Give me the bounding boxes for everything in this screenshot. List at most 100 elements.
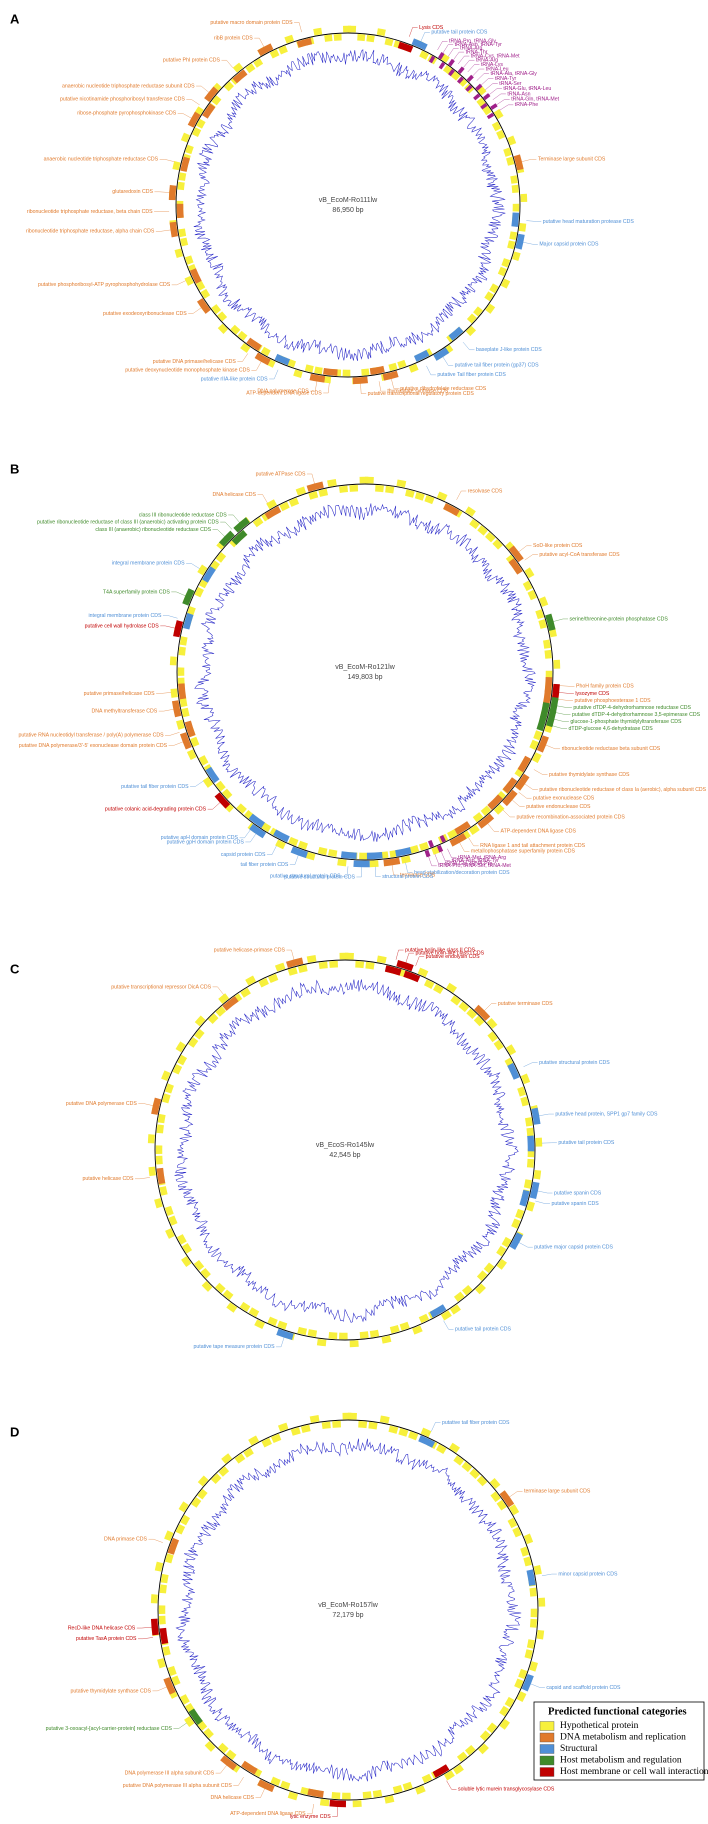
gene-hypothetical [493, 1493, 498, 1500]
gene-hypothetical [413, 1328, 421, 1331]
gene-label: putative endonuclease CDS [526, 804, 591, 810]
gene-label: DNA polymerase CDS [257, 389, 309, 395]
gene-hypothetical [203, 291, 207, 297]
gene-hypothetical [538, 610, 541, 618]
gene-hypothetical [200, 566, 205, 573]
gene-hypothetical [422, 1431, 430, 1435]
legend-label: Host metabolism and regulation [560, 1756, 682, 1766]
gene-hypothetical [183, 637, 184, 645]
gene-hypothetical [218, 783, 223, 790]
gene-hypothetical [168, 1230, 172, 1238]
gene-hypothetical [530, 1159, 531, 1167]
gene-label: putative primase/helicase CDS [84, 691, 155, 697]
gene-hypothetical [260, 981, 268, 985]
gene-hypothetical [179, 720, 181, 728]
gene-hypothetical [518, 1210, 521, 1218]
gene [287, 961, 303, 965]
gene [469, 77, 472, 80]
gene [341, 854, 356, 855]
gene-hypothetical [214, 97, 219, 103]
gene-hypothetical [467, 509, 474, 514]
legend-swatch [540, 1722, 554, 1731]
gene-hypothetical [319, 965, 327, 966]
gene-label: integral membrane protein CDS [88, 613, 161, 619]
gene-label: Major capsid protein CDS [539, 242, 599, 248]
gene-hypothetical [537, 1566, 539, 1575]
gene [160, 1168, 162, 1183]
gene-hypothetical [203, 1270, 209, 1276]
gene-hypothetical [535, 754, 539, 762]
gene-hypothetical [499, 1261, 504, 1268]
gene [450, 72, 453, 74]
gene-hypothetical [358, 1424, 366, 1425]
gene-label: putative Tail fiber protein CDS [437, 372, 506, 378]
gene [549, 711, 553, 727]
gene-hypothetical [157, 1199, 159, 1207]
gene-hypothetical [160, 1125, 161, 1133]
gene-hypothetical [394, 1788, 402, 1790]
gene-label: capsid protein CDS [221, 852, 266, 858]
gene-hypothetical [290, 501, 298, 504]
gene-hypothetical [357, 37, 365, 38]
gene-label: soluble lytic murein transglycosylase CD… [458, 1787, 555, 1793]
gene-hypothetical [489, 1725, 494, 1732]
gene [176, 621, 180, 637]
gene-hypothetical [280, 49, 287, 52]
gene-hypothetical [272, 1437, 280, 1440]
gene-label: putative DNA polymerase CDS [66, 1101, 137, 1107]
gene-hypothetical [468, 328, 474, 334]
gene [367, 855, 382, 856]
gene-hypothetical [426, 498, 434, 501]
gene-hypothetical [176, 1066, 180, 1074]
gene-hypothetical [504, 259, 507, 266]
gene-hypothetical [492, 285, 496, 292]
gene-hypothetical [527, 1180, 529, 1188]
gene-hypothetical [278, 1324, 286, 1327]
gene-hypothetical [435, 987, 442, 991]
gene-hypothetical [213, 1476, 219, 1482]
gene-hypothetical [510, 137, 513, 144]
gene-hypothetical [398, 363, 405, 365]
gene-label: putative 3-oxoacyl-[acyl-carrier-protein… [46, 1726, 173, 1732]
gene-hypothetical [317, 1342, 326, 1343]
gene-label: putative macro domain protein CDS [210, 20, 293, 26]
gene-label: ribB protein CDS [214, 35, 253, 41]
gene [154, 1098, 158, 1114]
gene-label: minor capsid protein CDS [558, 1571, 618, 1577]
gene-hypothetical [502, 1707, 507, 1714]
gene [353, 380, 368, 381]
gene-hypothetical [197, 588, 201, 596]
gene-label: putative phosphoesterase 1 CDS [575, 698, 652, 704]
gene-hypothetical [510, 241, 512, 248]
gene-label: putative exonuclease CDS [533, 796, 595, 802]
gene-hypothetical [237, 1456, 244, 1461]
gene-label: lysozyme CDS [575, 691, 610, 697]
gene-hypothetical [355, 964, 363, 965]
gene-hypothetical [350, 488, 358, 489]
gene [180, 204, 181, 218]
gene-hypothetical [461, 1004, 468, 1009]
gene-label: putative deoxynucleotide monophosphate k… [125, 368, 250, 374]
gene-hypothetical [314, 31, 322, 32]
gene-hypothetical [536, 731, 539, 739]
gene-hypothetical [332, 1424, 340, 1425]
gene-hypothetical [307, 958, 316, 960]
gene-hypothetical [199, 120, 203, 127]
gene [330, 1803, 346, 1804]
gene-hypothetical [187, 277, 190, 284]
gene [386, 968, 401, 972]
gene-hypothetical [206, 1730, 212, 1736]
gene-label: glucose-1-phosphate thymidylyltransferas… [570, 719, 682, 725]
gene-hypothetical [485, 107, 489, 113]
gene-hypothetical [385, 41, 392, 43]
gene-hypothetical [255, 61, 261, 65]
gene-hypothetical [506, 149, 508, 156]
gene [323, 371, 337, 372]
gene-hypothetical [184, 1258, 189, 1265]
gene-hypothetical [221, 1469, 227, 1475]
gene [517, 155, 521, 169]
gene-hypothetical [515, 252, 517, 260]
gene-hypothetical [269, 1320, 277, 1323]
gene-hypothetical [247, 978, 255, 982]
